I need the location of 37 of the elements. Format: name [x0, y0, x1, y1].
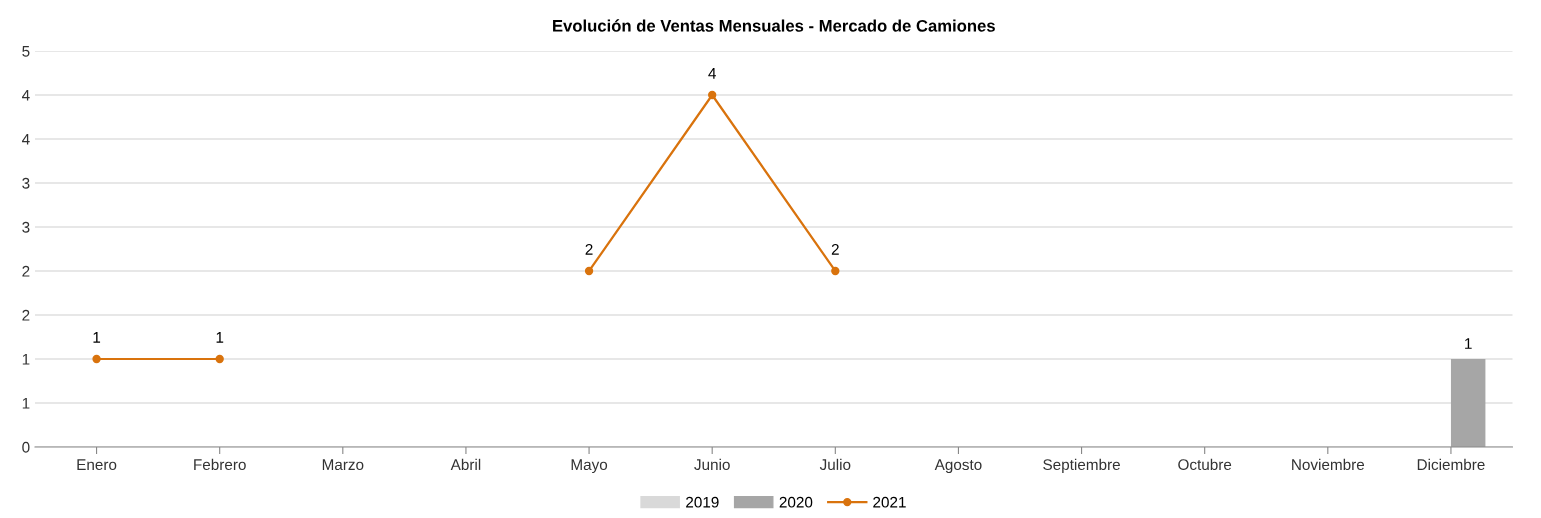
y-tick-label: 2	[22, 265, 30, 277]
y-tick-label: 1	[22, 354, 30, 365]
point	[831, 266, 840, 276]
y-tick-label: 4	[21, 90, 30, 101]
x-tick-label: Mayo	[571, 459, 608, 474]
x-tick-label: Enero	[77, 459, 117, 471]
y-tick-label: 3	[22, 221, 30, 233]
x-tick-label: Abril	[450, 458, 481, 471]
y-tick-label: 5	[22, 46, 30, 57]
legend-label: 2021	[873, 496, 906, 508]
x-tick-label: Marzo	[322, 459, 364, 471]
x-tick-label: Febrero	[194, 458, 246, 471]
legend-label: 2019	[686, 496, 719, 508]
y-tick-label: 1	[22, 398, 30, 409]
x-tick-label: Diciembre	[1417, 458, 1485, 471]
data-label: 1	[1465, 338, 1472, 349]
chart-title: Evolución de Ventas Mensuales - Mercado de Camiones	[553, 19, 995, 32]
x-tick-label: Junio	[694, 458, 730, 471]
y-tick-label: 2	[22, 309, 30, 321]
data-label: 4	[708, 68, 716, 79]
data-label: 2	[585, 243, 593, 255]
point	[215, 354, 224, 364]
data-label: 2	[831, 243, 839, 255]
x-tick-label: Agosto	[934, 459, 982, 474]
x-tick-label: Julio	[819, 458, 851, 471]
data-label: 1	[216, 332, 224, 343]
point	[92, 354, 101, 364]
y-tick-label: 3	[22, 177, 30, 189]
point	[708, 90, 717, 100]
x-tick-label: Septiembre	[1043, 458, 1120, 474]
y-tick-label: 0	[22, 441, 30, 453]
point	[584, 266, 594, 276]
x-tick-label: Noviembre	[1292, 458, 1365, 471]
x-tick-label: Octubre	[1178, 458, 1232, 471]
data-label: 1	[93, 332, 101, 343]
legend-label: 2020	[779, 496, 813, 508]
y-tick-label: 4	[21, 134, 30, 145]
